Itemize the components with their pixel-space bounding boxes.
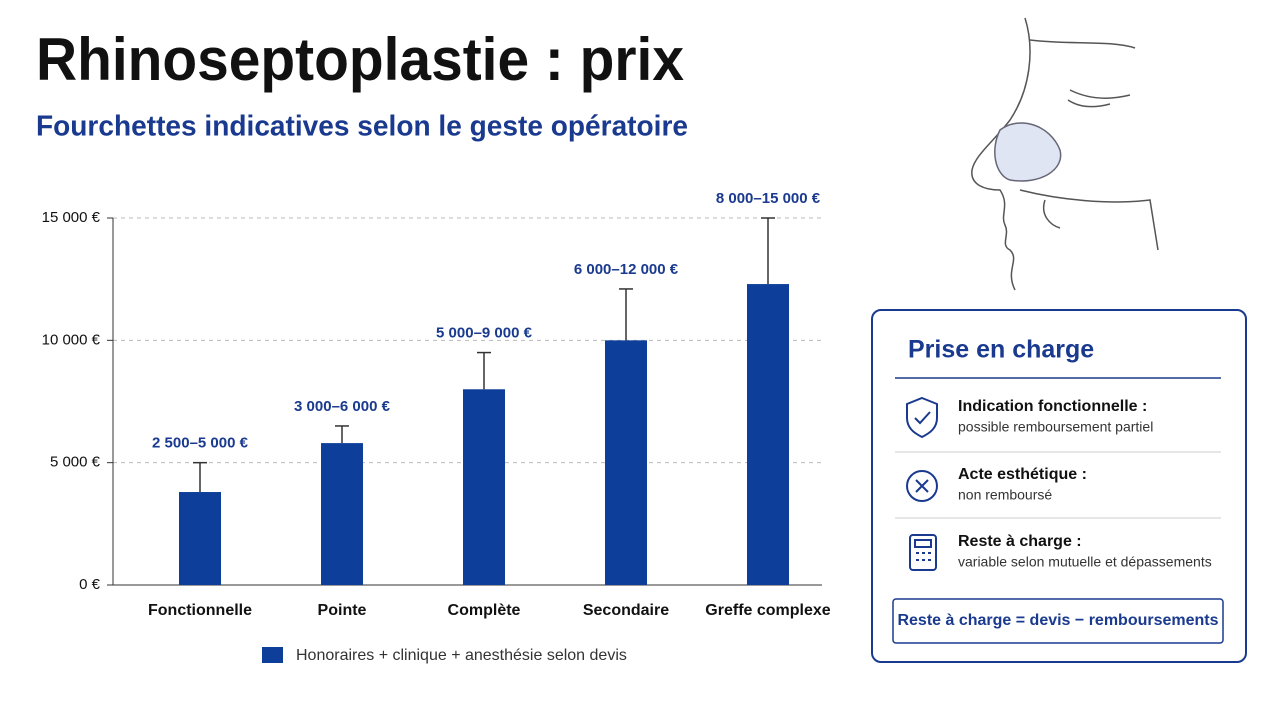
item-title: Reste à charge : [958, 533, 1082, 550]
item-text: non remboursé [958, 487, 1052, 503]
subtitle: Fourchettes indicatives selon le geste o… [36, 111, 688, 143]
nose-illustration [971, 17, 1159, 291]
formula: Reste à charge = devis − remboursements [897, 612, 1218, 629]
x-tick-label: Secondaire [583, 602, 669, 619]
range-label: 8 000–15 000 € [716, 190, 821, 207]
formula-box [892, 598, 1224, 644]
legend-label: Honoraires + clinique + anesthésie selon… [296, 647, 627, 664]
range-label: 3 000–6 000 € [294, 398, 391, 415]
bar [321, 443, 363, 585]
legend-swatch [262, 647, 283, 663]
item-text: variable selon mutuelle et dépassements [958, 554, 1212, 570]
y-tick-label: 15 000 € [42, 209, 101, 226]
y-tick-label: 0 € [79, 576, 101, 593]
title: Rhinoseptoplastie : prix [36, 26, 684, 93]
bar [463, 389, 505, 585]
item-title: Indication fonctionnelle : [958, 398, 1147, 415]
panel-title: Prise en charge [908, 336, 1094, 364]
calculator-icon [909, 534, 937, 571]
icons [906, 396, 938, 571]
x-tick-label: Pointe [318, 602, 367, 619]
y-tick-label: 10 000 € [42, 331, 101, 348]
range-label: 2 500–5 000 € [152, 435, 249, 452]
x-tick-label: Fonctionnelle [148, 602, 252, 619]
item-text: possible remboursement partiel [958, 419, 1153, 435]
shield-icon [906, 396, 938, 439]
item-title: Acte esthétique : [958, 466, 1087, 483]
bar [605, 340, 647, 585]
x-tick-label: Complète [448, 602, 521, 619]
range-label: 6 000–12 000 € [574, 261, 679, 278]
bar [179, 492, 221, 585]
bar [747, 284, 789, 585]
check-icon [914, 411, 931, 425]
x-tick-label: Greffe complexe [705, 602, 830, 619]
panel [871, 309, 1247, 663]
range-label: 5 000–9 000 € [436, 325, 533, 342]
y-tick-label: 5 000 € [50, 454, 101, 471]
cross-icon [906, 470, 938, 502]
